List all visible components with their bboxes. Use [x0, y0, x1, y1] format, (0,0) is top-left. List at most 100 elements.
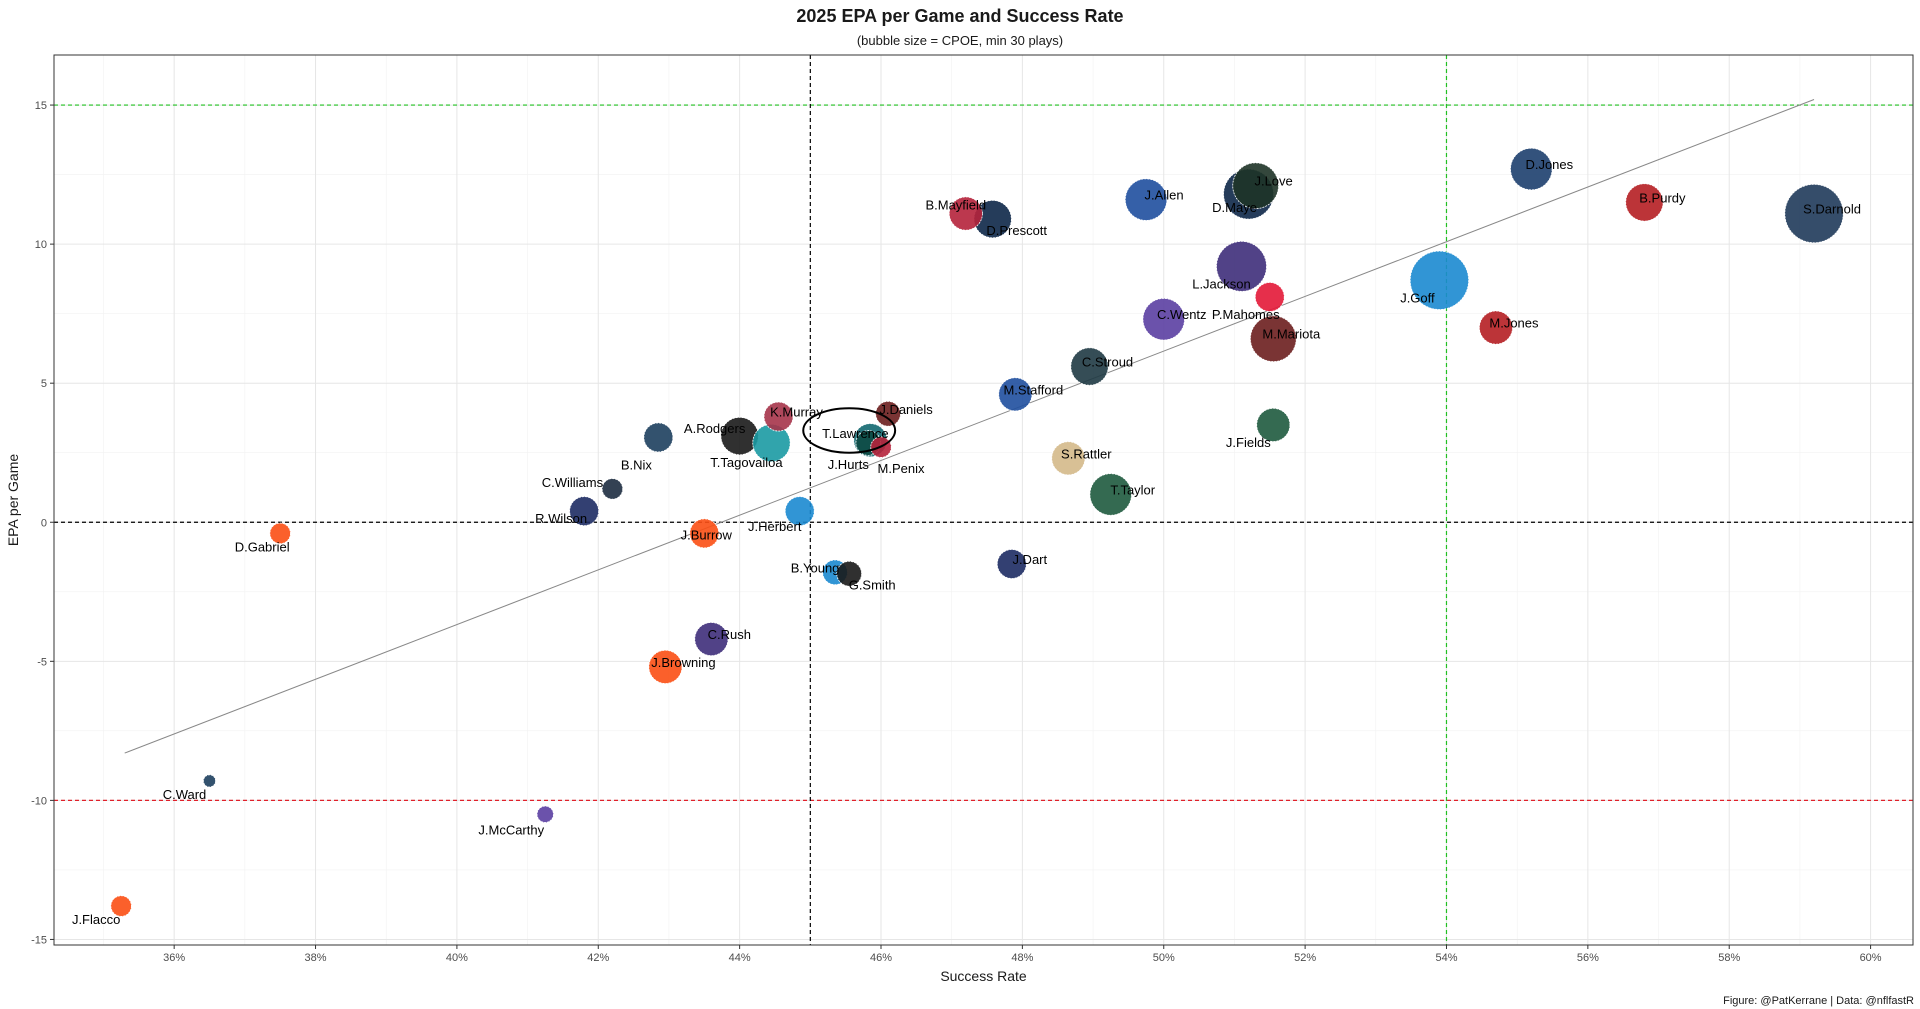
- point-label: D.Prescott: [986, 223, 1047, 238]
- trend-line-group: [124, 99, 1815, 754]
- point-label: B.Mayfield: [925, 198, 986, 213]
- data-point: [203, 774, 217, 788]
- point-label: M.Mariota: [1262, 327, 1321, 342]
- point-label: L.Jackson: [1192, 276, 1251, 291]
- data-point: [998, 377, 1033, 412]
- point-label: J.McCarthy: [478, 822, 544, 837]
- data-point: [1216, 240, 1267, 292]
- data-point: [763, 401, 794, 432]
- data-point: [1254, 282, 1285, 312]
- point-label: T.Tagovailoa: [710, 455, 783, 470]
- x-axis-title: Success Rate: [940, 968, 1027, 984]
- point-label: R.Wilson: [535, 511, 587, 526]
- point-label: J.Flacco: [72, 912, 120, 927]
- point-label: C.Wentz: [1157, 307, 1207, 322]
- data-point: [689, 518, 720, 549]
- point-label: T.Taylor: [1110, 482, 1155, 497]
- x-tick-label: 50%: [1153, 952, 1175, 964]
- point-label: J.Goff: [1400, 290, 1435, 305]
- point-label: J.Fields: [1226, 435, 1271, 450]
- y-tick-label: 15: [35, 100, 47, 112]
- point-label: J.Dart: [1012, 552, 1047, 567]
- data-point: [1089, 473, 1132, 516]
- y-tick-label: 5: [41, 378, 47, 390]
- x-tick-label: 58%: [1718, 952, 1740, 964]
- point-label: D.Gabriel: [235, 539, 290, 554]
- data-point: [784, 496, 815, 527]
- data-point: [269, 522, 291, 545]
- point-label: J.Daniels: [879, 402, 933, 417]
- x-tick-label: 42%: [587, 952, 609, 964]
- grid-lines: [54, 55, 1913, 945]
- data-point: [948, 196, 983, 231]
- point-label: C.Ward: [163, 787, 207, 802]
- point-label: K.Murray: [770, 405, 823, 420]
- chart-subtitle: (bubble size = CPOE, min 30 plays): [856, 33, 1064, 48]
- data-point: [875, 400, 901, 427]
- point-label: J.Love: [1254, 174, 1292, 189]
- point-label: C.Williams: [542, 475, 604, 490]
- x-tick-label: 48%: [1011, 952, 1033, 964]
- point-label: M.Stafford: [1003, 382, 1063, 397]
- data-point: [1142, 298, 1185, 341]
- data-point: [1051, 441, 1086, 476]
- point-label: A.Rodgers: [684, 421, 746, 436]
- y-tick-label: 10: [35, 239, 47, 251]
- point-label: S.Darnold: [1803, 202, 1861, 217]
- data-point: [601, 478, 624, 500]
- data-point: [1256, 407, 1291, 442]
- point-labels: D.Jones S.Darnold B.Purdy J.Love D.Maye J.All…: [72, 157, 1861, 927]
- axes: 36% 38% 40% 42% 44% 46% 48% 50% 52% 54% 56% 58% 60% -…: [31, 100, 1882, 964]
- y-tick-label: 0: [41, 517, 47, 529]
- point-label: D.Maye: [1212, 200, 1257, 215]
- point-label: G.Smith: [849, 578, 896, 593]
- point-label: B.Nix: [621, 457, 653, 472]
- x-tick-label: 52%: [1294, 952, 1316, 964]
- y-axis-title: EPA per Game: [5, 454, 21, 547]
- x-tick-label: 54%: [1435, 952, 1457, 964]
- point-label: S.Rattler: [1061, 446, 1112, 461]
- x-tick-label: 36%: [163, 952, 185, 964]
- point-label: M.Penix: [878, 461, 925, 476]
- data-point: [1625, 183, 1664, 222]
- point-label: J.Browning: [651, 655, 715, 670]
- data-point: [1250, 315, 1297, 362]
- point-label: C.Rush: [708, 627, 751, 642]
- point-label: B.Young: [791, 560, 840, 575]
- point-label: J.Burrow: [681, 527, 733, 542]
- point-label: M.Jones: [1489, 316, 1539, 331]
- point-label: B.Purdy: [1639, 190, 1686, 205]
- data-point: [996, 549, 1027, 579]
- data-point: [836, 560, 862, 587]
- reference-lines: [54, 55, 1913, 945]
- data-point: [1784, 183, 1844, 244]
- point-label: P.Mahomes: [1212, 307, 1280, 322]
- point-label: J.Hurts: [828, 457, 870, 472]
- data-point: [643, 422, 674, 453]
- data-point: [1409, 250, 1470, 310]
- data-point: [648, 649, 683, 684]
- data-point: [694, 622, 729, 657]
- plot-panel-border: [53, 54, 1914, 946]
- data-point: [1070, 347, 1109, 386]
- y-tick-label: -5: [37, 656, 47, 668]
- x-tick-label: 44%: [729, 952, 751, 964]
- highlight-ellipse: [802, 407, 897, 454]
- x-tick-label: 38%: [305, 952, 327, 964]
- x-tick-label: 40%: [446, 952, 468, 964]
- data-points: [110, 147, 1844, 917]
- trend-line: [124, 99, 1815, 754]
- chart-title: 2025 EPA per Game and Success Rate: [796, 6, 1124, 26]
- data-point: [110, 895, 132, 917]
- point-label: C.Stroud: [1082, 355, 1133, 370]
- y-tick-label: -10: [31, 795, 47, 807]
- point-label: D.Jones: [1525, 157, 1573, 172]
- highlight-group: [802, 407, 897, 454]
- data-point: [1124, 178, 1168, 221]
- data-point: [1478, 310, 1513, 345]
- point-label: T.Lawrence: [822, 426, 888, 441]
- data-point: [1232, 162, 1279, 210]
- x-tick-label: 60%: [1860, 952, 1882, 964]
- x-tick-label: 56%: [1577, 952, 1599, 964]
